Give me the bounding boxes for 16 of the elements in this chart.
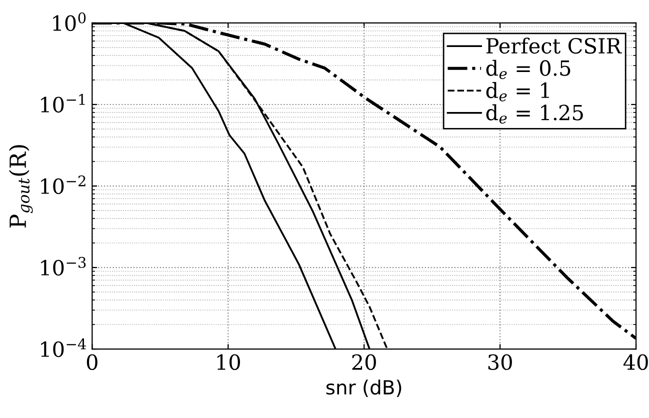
legend-label: Perfect CSIR [486, 38, 622, 54]
y-tick-label: 10$^{−2}$ [41, 175, 86, 194]
x-tick-label: 20 [352, 354, 376, 370]
legend-label: d$_{e}$ = 1 [486, 82, 549, 102]
y-tick-label: 10$^{−3}$ [41, 256, 86, 276]
x-axis-title: snr (dB) [326, 380, 402, 397]
legend-label: d$_{e}$ = 0.5 [486, 60, 570, 80]
y-tick-label: 10$^{−1}$ [41, 94, 85, 113]
x-tick-label: 30 [488, 354, 512, 370]
y-axis-title: P$_{gout}$(R) [8, 145, 33, 228]
x-tick-label: 40 [623, 354, 648, 370]
x-tick-label: 0 [86, 354, 98, 370]
y-tick-label: 10$^{0}$ [53, 12, 86, 32]
legend-label: d$_{e}$ = 1.25 [486, 104, 583, 124]
x-tick-label: 10 [217, 354, 240, 370]
y-tick-label: 10$^{−4}$ [41, 338, 86, 358]
